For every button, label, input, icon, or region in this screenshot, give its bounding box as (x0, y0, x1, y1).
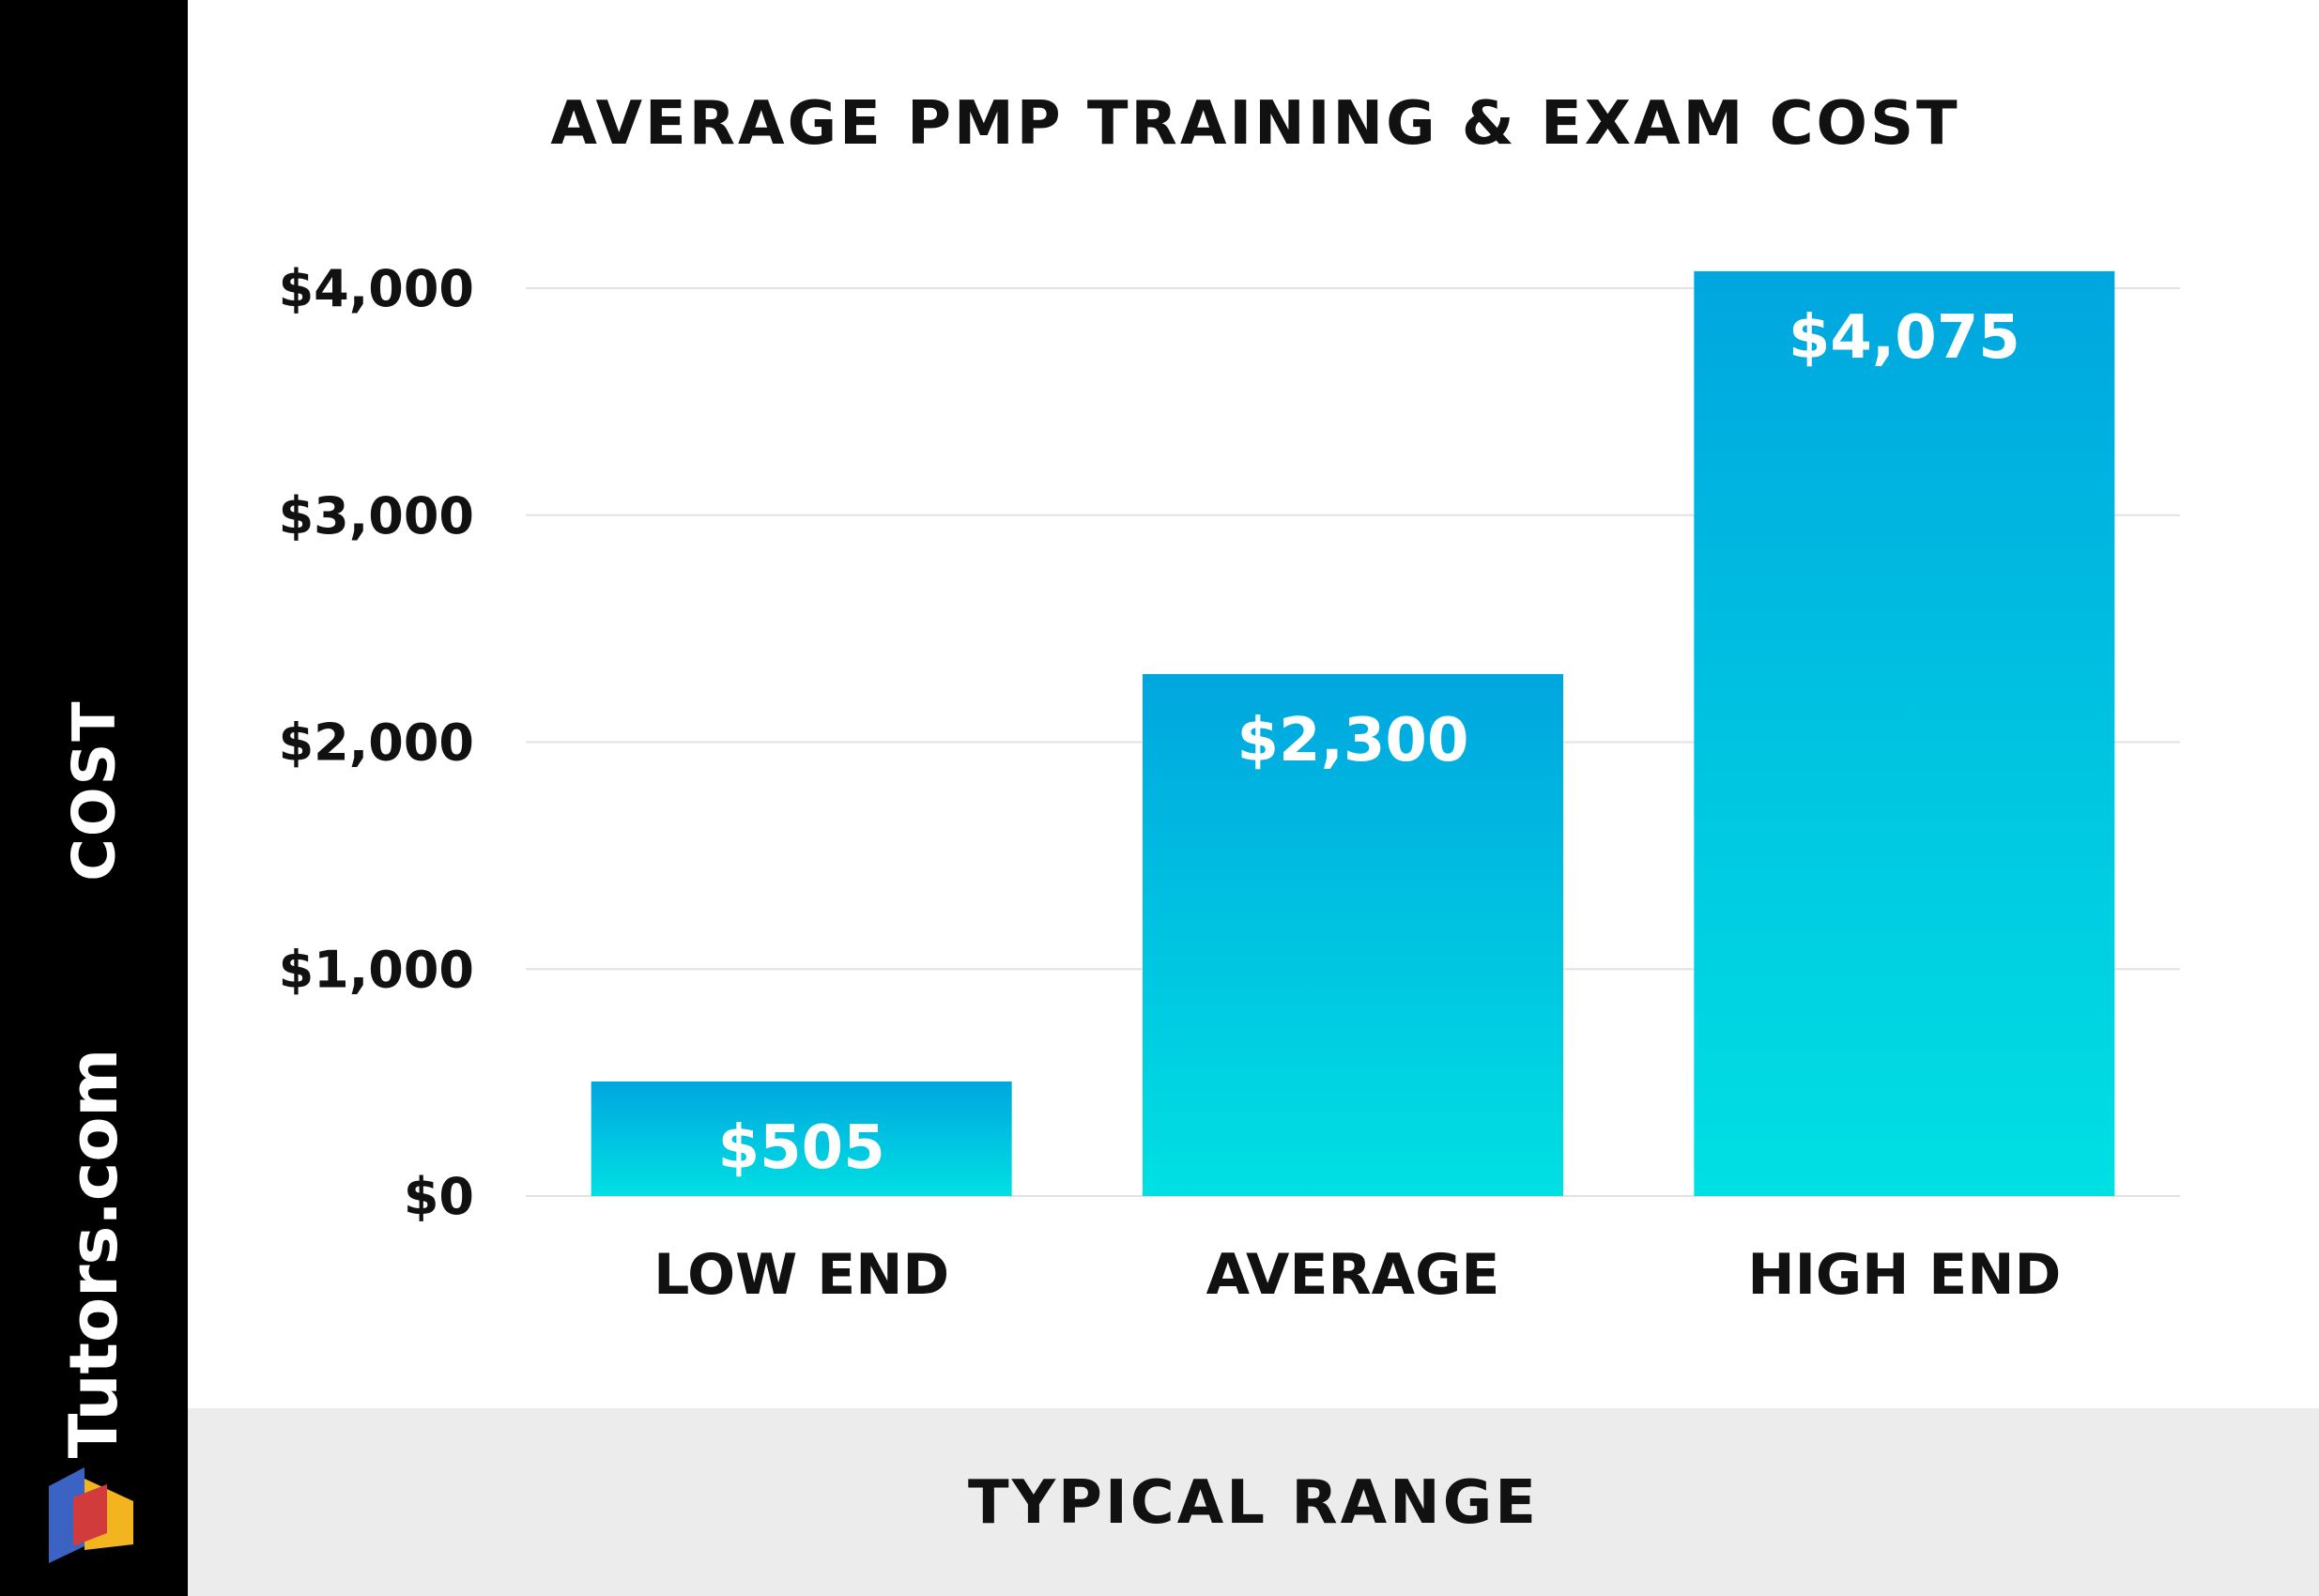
tutors-logo-icon (49, 1467, 133, 1563)
x-tick-label: AVERAGE (1206, 1242, 1500, 1308)
sidebar: COST Tutors.com (0, 0, 188, 1596)
chart-title: AVERAGE PMP TRAINING & EXAM COST (550, 89, 1960, 159)
x-axis-label: TYPICAL RANGE (968, 1468, 1539, 1538)
x-tick-label: HIGH END (1747, 1242, 2061, 1308)
bar (591, 1081, 1012, 1196)
x-axis-band (188, 1408, 2319, 1596)
y-tick-label: $1,000 (279, 940, 474, 999)
y-tick-label: $0 (404, 1167, 474, 1226)
x-tick-label: LOW END (653, 1242, 949, 1308)
bar (1143, 673, 1563, 1196)
y-tick-label: $3,000 (279, 486, 474, 545)
y-tick-label: $4,000 (279, 259, 474, 318)
bar-value-label: $505 (718, 1113, 885, 1183)
bar-value-label: $4,075 (1789, 303, 2020, 373)
y-tick-label: $2,000 (279, 714, 474, 773)
bar-chart: $0 $1,000 $2,000 $3,000 $4,000 LOW END AVERAG… (279, 259, 2180, 1308)
bar-value-label: $2,300 (1237, 706, 1469, 775)
bar (1694, 270, 2115, 1196)
